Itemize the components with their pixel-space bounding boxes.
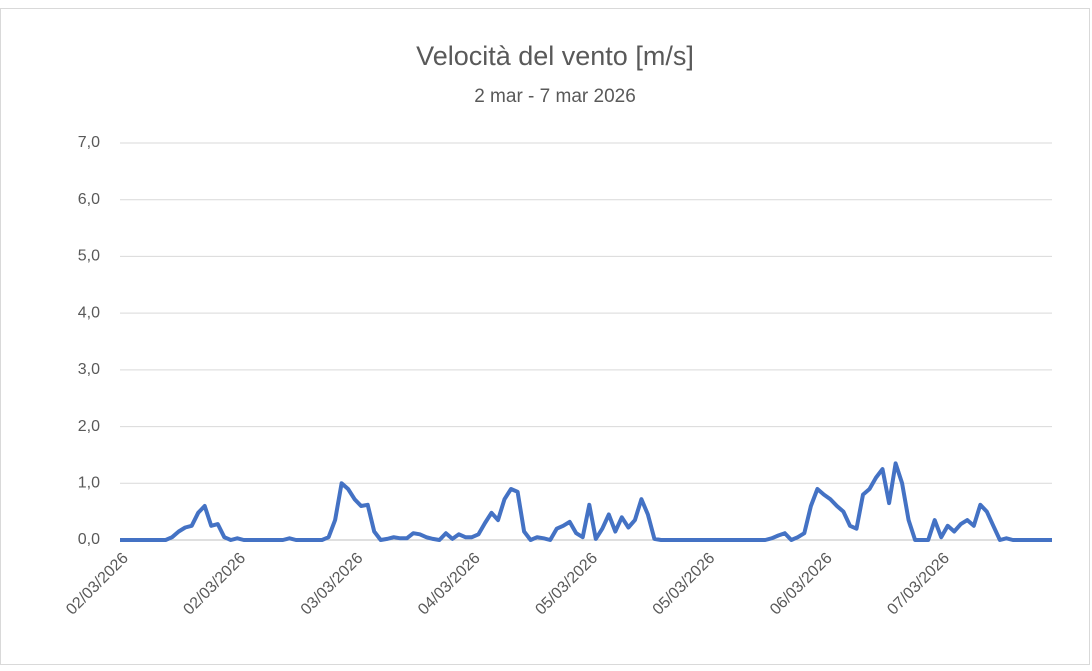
chart-title: Velocità del vento [m/s] [416,41,694,71]
y-tick-label: 0,0 [78,531,100,548]
y-tick-label: 5,0 [78,248,100,265]
chart-subtitle: 2 mar - 7 mar 2026 [474,86,636,107]
chart-border [0,8,1090,665]
y-tick-label: 3,0 [78,361,100,378]
y-tick-label: 4,0 [78,304,100,321]
y-tick-label: 7,0 [78,134,100,151]
y-tick-label: 2,0 [78,418,100,435]
data-line [120,461,1052,542]
y-tick-label: 1,0 [78,475,100,492]
y-tick-label: 6,0 [78,191,100,208]
